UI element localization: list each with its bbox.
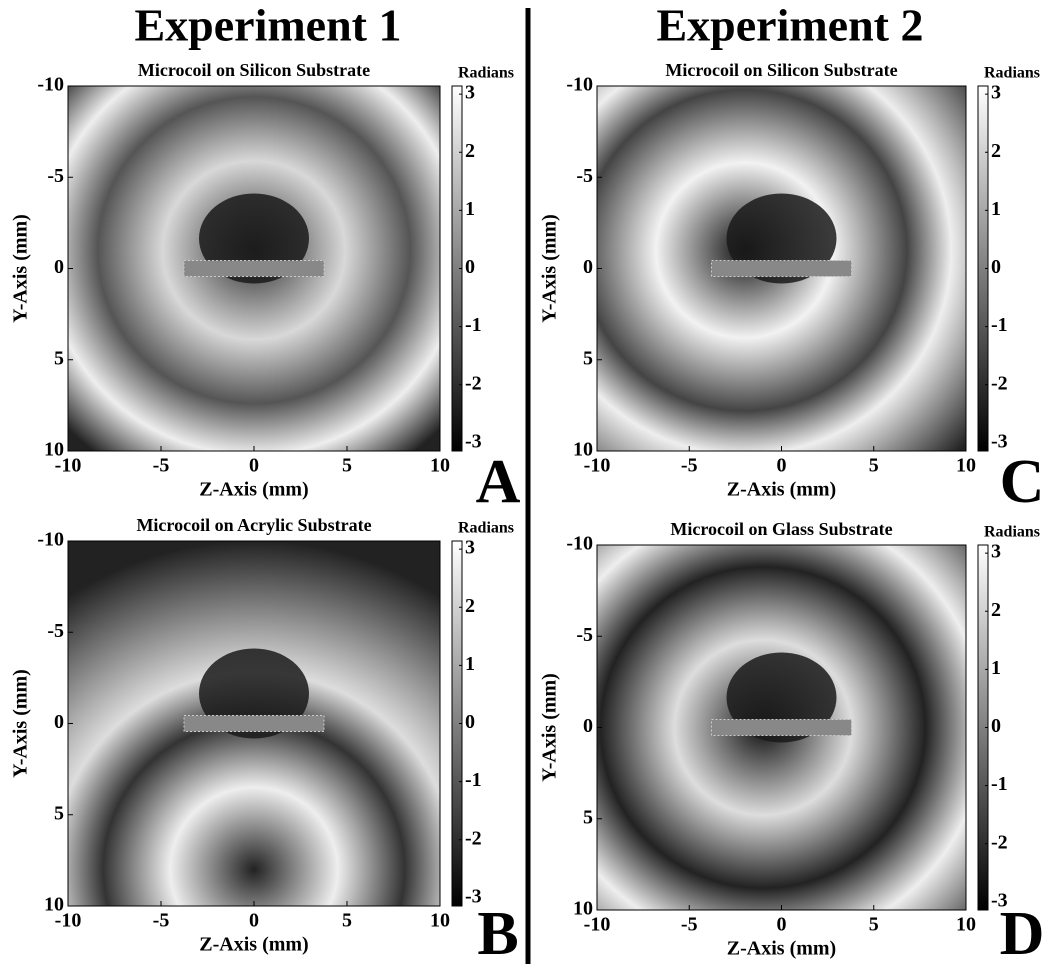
colorbar-tick-label: -3 bbox=[465, 885, 482, 907]
colorbar-tick-label: 2 bbox=[991, 140, 1001, 162]
y-tick-label: 10 bbox=[44, 894, 64, 916]
colorbar-tick-label: 0 bbox=[465, 256, 475, 278]
colorbar-tick-label: -2 bbox=[991, 831, 1008, 853]
colorbar-tick-label: -3 bbox=[991, 430, 1008, 452]
x-tick-label: -5 bbox=[681, 455, 698, 477]
colorbar-tick-label: 3 bbox=[991, 82, 1001, 104]
x-tick-label: 5 bbox=[869, 914, 879, 936]
y-tick-label: 0 bbox=[54, 256, 64, 278]
x-tick-label: -5 bbox=[153, 455, 170, 477]
x-axis-label: Z-Axis (mm) bbox=[727, 479, 836, 501]
x-tick-label: 10 bbox=[430, 455, 450, 477]
x-tick-label: -10 bbox=[55, 455, 82, 477]
y-tick-label: -5 bbox=[576, 165, 593, 187]
colorbar-tick-label: -1 bbox=[465, 314, 482, 336]
x-tick-label: 5 bbox=[342, 455, 352, 477]
y-tick-label: 10 bbox=[44, 439, 64, 461]
colorbar-tick-label: -3 bbox=[465, 430, 482, 452]
x-tick-label: -5 bbox=[681, 914, 698, 936]
x-tick-label: -5 bbox=[153, 910, 170, 932]
x-tick-label: 5 bbox=[342, 910, 352, 932]
y-axis-label: Y-Axis (mm) bbox=[539, 673, 561, 782]
panel-label: B bbox=[477, 900, 518, 964]
x-tick-label: -10 bbox=[584, 455, 611, 477]
x-tick-label: 5 bbox=[869, 455, 879, 477]
y-tick-label: -5 bbox=[576, 624, 593, 646]
x-tick-label: 0 bbox=[249, 910, 259, 932]
y-tick-label: -10 bbox=[37, 74, 64, 96]
column-header: Experiment 1 bbox=[134, 0, 401, 51]
y-tick-label: 0 bbox=[583, 256, 593, 278]
colorbar-tick-label: -1 bbox=[465, 769, 482, 791]
y-axis-label: Y-Axis (mm) bbox=[10, 214, 32, 323]
colorbar-tick-label: 3 bbox=[991, 541, 1001, 563]
colorbar-tick-label: -2 bbox=[465, 372, 482, 394]
colorbar-tick-label: 3 bbox=[465, 537, 475, 559]
colorbar-tick-label: 0 bbox=[991, 256, 1001, 278]
plot-title: Microcoil on Acrylic Substrate bbox=[136, 515, 371, 535]
panel-label: D bbox=[1000, 900, 1045, 964]
x-tick-label: -10 bbox=[55, 910, 82, 932]
colorbar-tick-label: 1 bbox=[465, 653, 475, 675]
colorbar-tick-label: 2 bbox=[991, 599, 1001, 621]
y-tick-label: 10 bbox=[573, 439, 593, 461]
colorbar-tick-label: 0 bbox=[991, 715, 1001, 737]
x-axis-label: Z-Axis (mm) bbox=[199, 934, 308, 956]
x-tick-label: 0 bbox=[777, 914, 787, 936]
plot-title: Microcoil on Silicon Substrate bbox=[138, 60, 370, 80]
colorbar-label: Radians bbox=[458, 65, 514, 82]
x-tick-label: 10 bbox=[956, 455, 976, 477]
colorbar-label: Radians bbox=[984, 524, 1040, 541]
y-tick-label: -5 bbox=[47, 165, 64, 187]
colorbar-tick-label: -3 bbox=[991, 889, 1008, 911]
x-tick-label: 0 bbox=[249, 455, 259, 477]
colorbar-tick-label: -2 bbox=[991, 372, 1008, 394]
colorbar-tick-label: 1 bbox=[465, 198, 475, 220]
colorbar-tick-label: 2 bbox=[465, 140, 475, 162]
coil bbox=[183, 715, 325, 732]
colorbar-tick-label: 1 bbox=[991, 198, 1001, 220]
coil bbox=[711, 260, 852, 277]
colorbar-tick-label: 0 bbox=[465, 711, 475, 733]
y-tick-label: 5 bbox=[583, 806, 593, 828]
x-axis-label: Z-Axis (mm) bbox=[199, 479, 308, 501]
x-tick-label: 10 bbox=[956, 914, 976, 936]
colorbar-tick-label: -2 bbox=[465, 827, 482, 849]
y-tick-label: 5 bbox=[54, 802, 64, 824]
colorbar-label: Radians bbox=[984, 65, 1040, 82]
colorbar-tick-label: 3 bbox=[465, 82, 475, 104]
panel-label: C bbox=[1000, 448, 1045, 516]
plot-title: Microcoil on Silicon Substrate bbox=[665, 60, 897, 80]
y-tick-label: -10 bbox=[566, 533, 593, 555]
plot-title: Microcoil on Glass Substrate bbox=[670, 519, 892, 539]
y-tick-label: -10 bbox=[37, 529, 64, 551]
y-tick-label: -5 bbox=[47, 620, 64, 642]
x-axis-label: Z-Axis (mm) bbox=[727, 938, 836, 960]
colorbar-tick-label: -1 bbox=[991, 314, 1008, 336]
y-tick-label: 10 bbox=[573, 898, 593, 920]
y-tick-label: 0 bbox=[583, 715, 593, 737]
colorbar-tick-label: 1 bbox=[991, 657, 1001, 679]
panel-label: A bbox=[476, 448, 521, 516]
colorbar-tick-label: -1 bbox=[991, 773, 1008, 795]
y-tick-label: -10 bbox=[566, 74, 593, 96]
y-tick-label: 0 bbox=[54, 711, 64, 733]
y-tick-label: 5 bbox=[583, 347, 593, 369]
x-tick-label: 10 bbox=[430, 910, 450, 932]
coil bbox=[711, 719, 852, 736]
colorbar-tick-label: 2 bbox=[465, 595, 475, 617]
coil bbox=[183, 260, 325, 277]
x-tick-label: -10 bbox=[584, 914, 611, 936]
column-header: Experiment 2 bbox=[656, 0, 923, 51]
colorbar-label: Radians bbox=[458, 520, 514, 537]
x-tick-label: 0 bbox=[777, 455, 787, 477]
y-axis-label: Y-Axis (mm) bbox=[539, 214, 561, 323]
y-tick-label: 5 bbox=[54, 347, 64, 369]
y-axis-label: Y-Axis (mm) bbox=[10, 669, 32, 778]
